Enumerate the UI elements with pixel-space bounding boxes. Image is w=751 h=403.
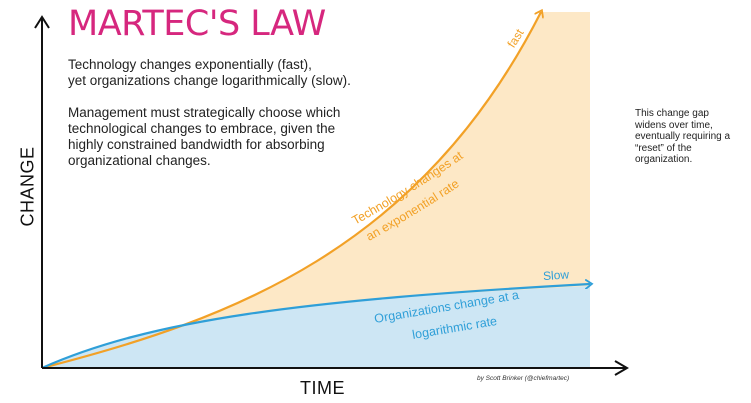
intro-text: Technology changes exponentially (fast),… — [68, 57, 351, 169]
technology-gap-fill — [42, 12, 590, 368]
intro-line-2: yet organizations change logarithmically… — [68, 73, 351, 88]
organization-fill — [42, 286, 590, 368]
technology-curve — [41, 12, 541, 370]
y-axis-arrow-icon — [34, 15, 50, 29]
credit-text: by Scott Brinker (@chiefmartec) — [477, 375, 570, 382]
intro-line-1: Technology changes exponentially (fast), — [68, 57, 312, 72]
intro-para2-line-2: technological changes to embrace, given … — [68, 121, 336, 136]
intro-para2-line-3: highly constrained bandwidth for absorbi… — [68, 137, 325, 152]
organization-curve — [41, 284, 590, 370]
intro-para2-line-1: Management must strategically choose whi… — [68, 105, 341, 120]
intro-paragraph-1: Technology changes exponentially (fast),… — [68, 57, 351, 89]
y-axis-label: CHANGE — [17, 146, 38, 227]
organization-end-label: Slow — [543, 267, 570, 283]
x-axis-label: TIME — [300, 378, 345, 398]
x-axis-arrow-icon — [614, 360, 629, 376]
intro-para2-line-4: organizational changes. — [68, 153, 211, 168]
change-gap-note: This change gap widens over time, eventu… — [635, 108, 731, 165]
page-title: MARTEC'S LAW — [68, 4, 326, 44]
intro-paragraph-2: Management must strategically choose whi… — [68, 105, 351, 169]
